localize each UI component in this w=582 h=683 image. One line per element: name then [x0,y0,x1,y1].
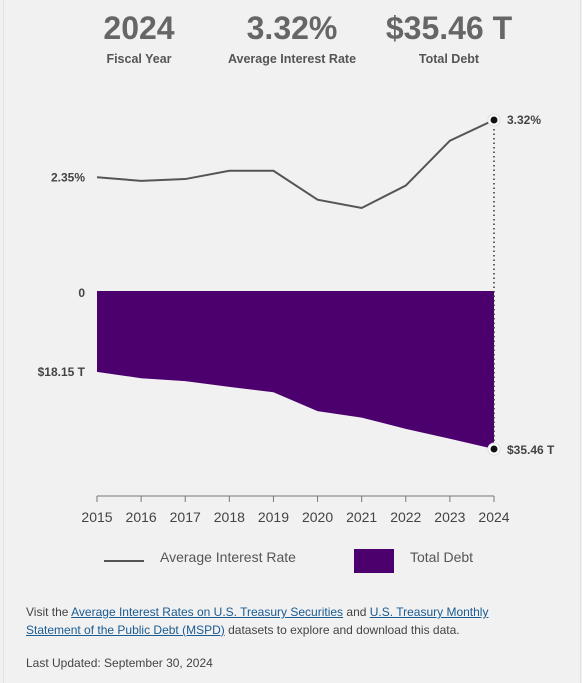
stat-average-interest-rate: 3.32% Average Interest Rate [217,8,367,66]
legend-area-swatch [354,549,394,573]
interest-rate-line [96,119,495,210]
legend-area-label: Total Debt [410,549,474,565]
x-tick-label-2015: 2015 [81,509,112,525]
footer-suffix: datasets to explore and download this da… [228,623,460,637]
x-tick-label-2023: 2023 [434,509,465,525]
stat-label: Total Debt [418,52,480,66]
link-average-interest-rates[interactable]: Average Interest Rates on U.S. Treasury … [71,605,344,619]
stat-label: Fiscal Year [106,52,172,66]
last-updated: Last Updated: September 30, 2024 [26,656,213,670]
total-debt-area [97,291,494,449]
x-tick-label-2017: 2017 [170,509,201,525]
x-tick-label-2018: 2018 [214,509,245,525]
debt-highlight-point [490,445,498,453]
legend-line-swatch [104,560,144,562]
stat-fiscal-year: 2024 Fiscal Year [64,8,214,66]
debt-axis-label-zero: 0 [78,286,85,300]
x-tick-label-2021: 2021 [346,509,377,525]
rate-axis-label-start: 2.35% [51,170,85,184]
link-mspd[interactable]: U.S. Treasury Monthly Statement of the P… [26,605,489,637]
footer-visit-prefix: Visit the [26,605,69,619]
stat-value: $35.46 T [385,10,513,46]
debt-rate-chart[interactable]: 2015 2016 2017 2018 2019 2020 2021 2022 2023 2024… [0,0,582,540]
stat-total-debt: $35.46 T Total Debt [374,8,524,66]
x-tick-label-2022: 2022 [390,509,421,525]
footer-and: and [346,605,367,619]
rate-highlight-point [490,116,498,124]
stat-value: 3.32% [246,10,338,46]
x-tick-label-2024: 2024 [478,509,509,525]
rate-end-label: 3.32% [507,113,541,127]
x-tick-label-2020: 2020 [302,509,333,525]
x-tick-label-2019: 2019 [258,509,289,525]
stat-label: Average Interest Rate [227,52,357,66]
footer-sources: Visit the Average Interest Rates on U.S.… [26,603,546,639]
stat-value: 2024 [103,10,175,46]
x-tick-label-2016: 2016 [126,509,157,525]
debt-end-label: $35.46 T [507,443,555,457]
debt-axis-label-start: $18.15 T [38,365,86,379]
legend-line-label: Average Interest Rate [160,549,296,565]
